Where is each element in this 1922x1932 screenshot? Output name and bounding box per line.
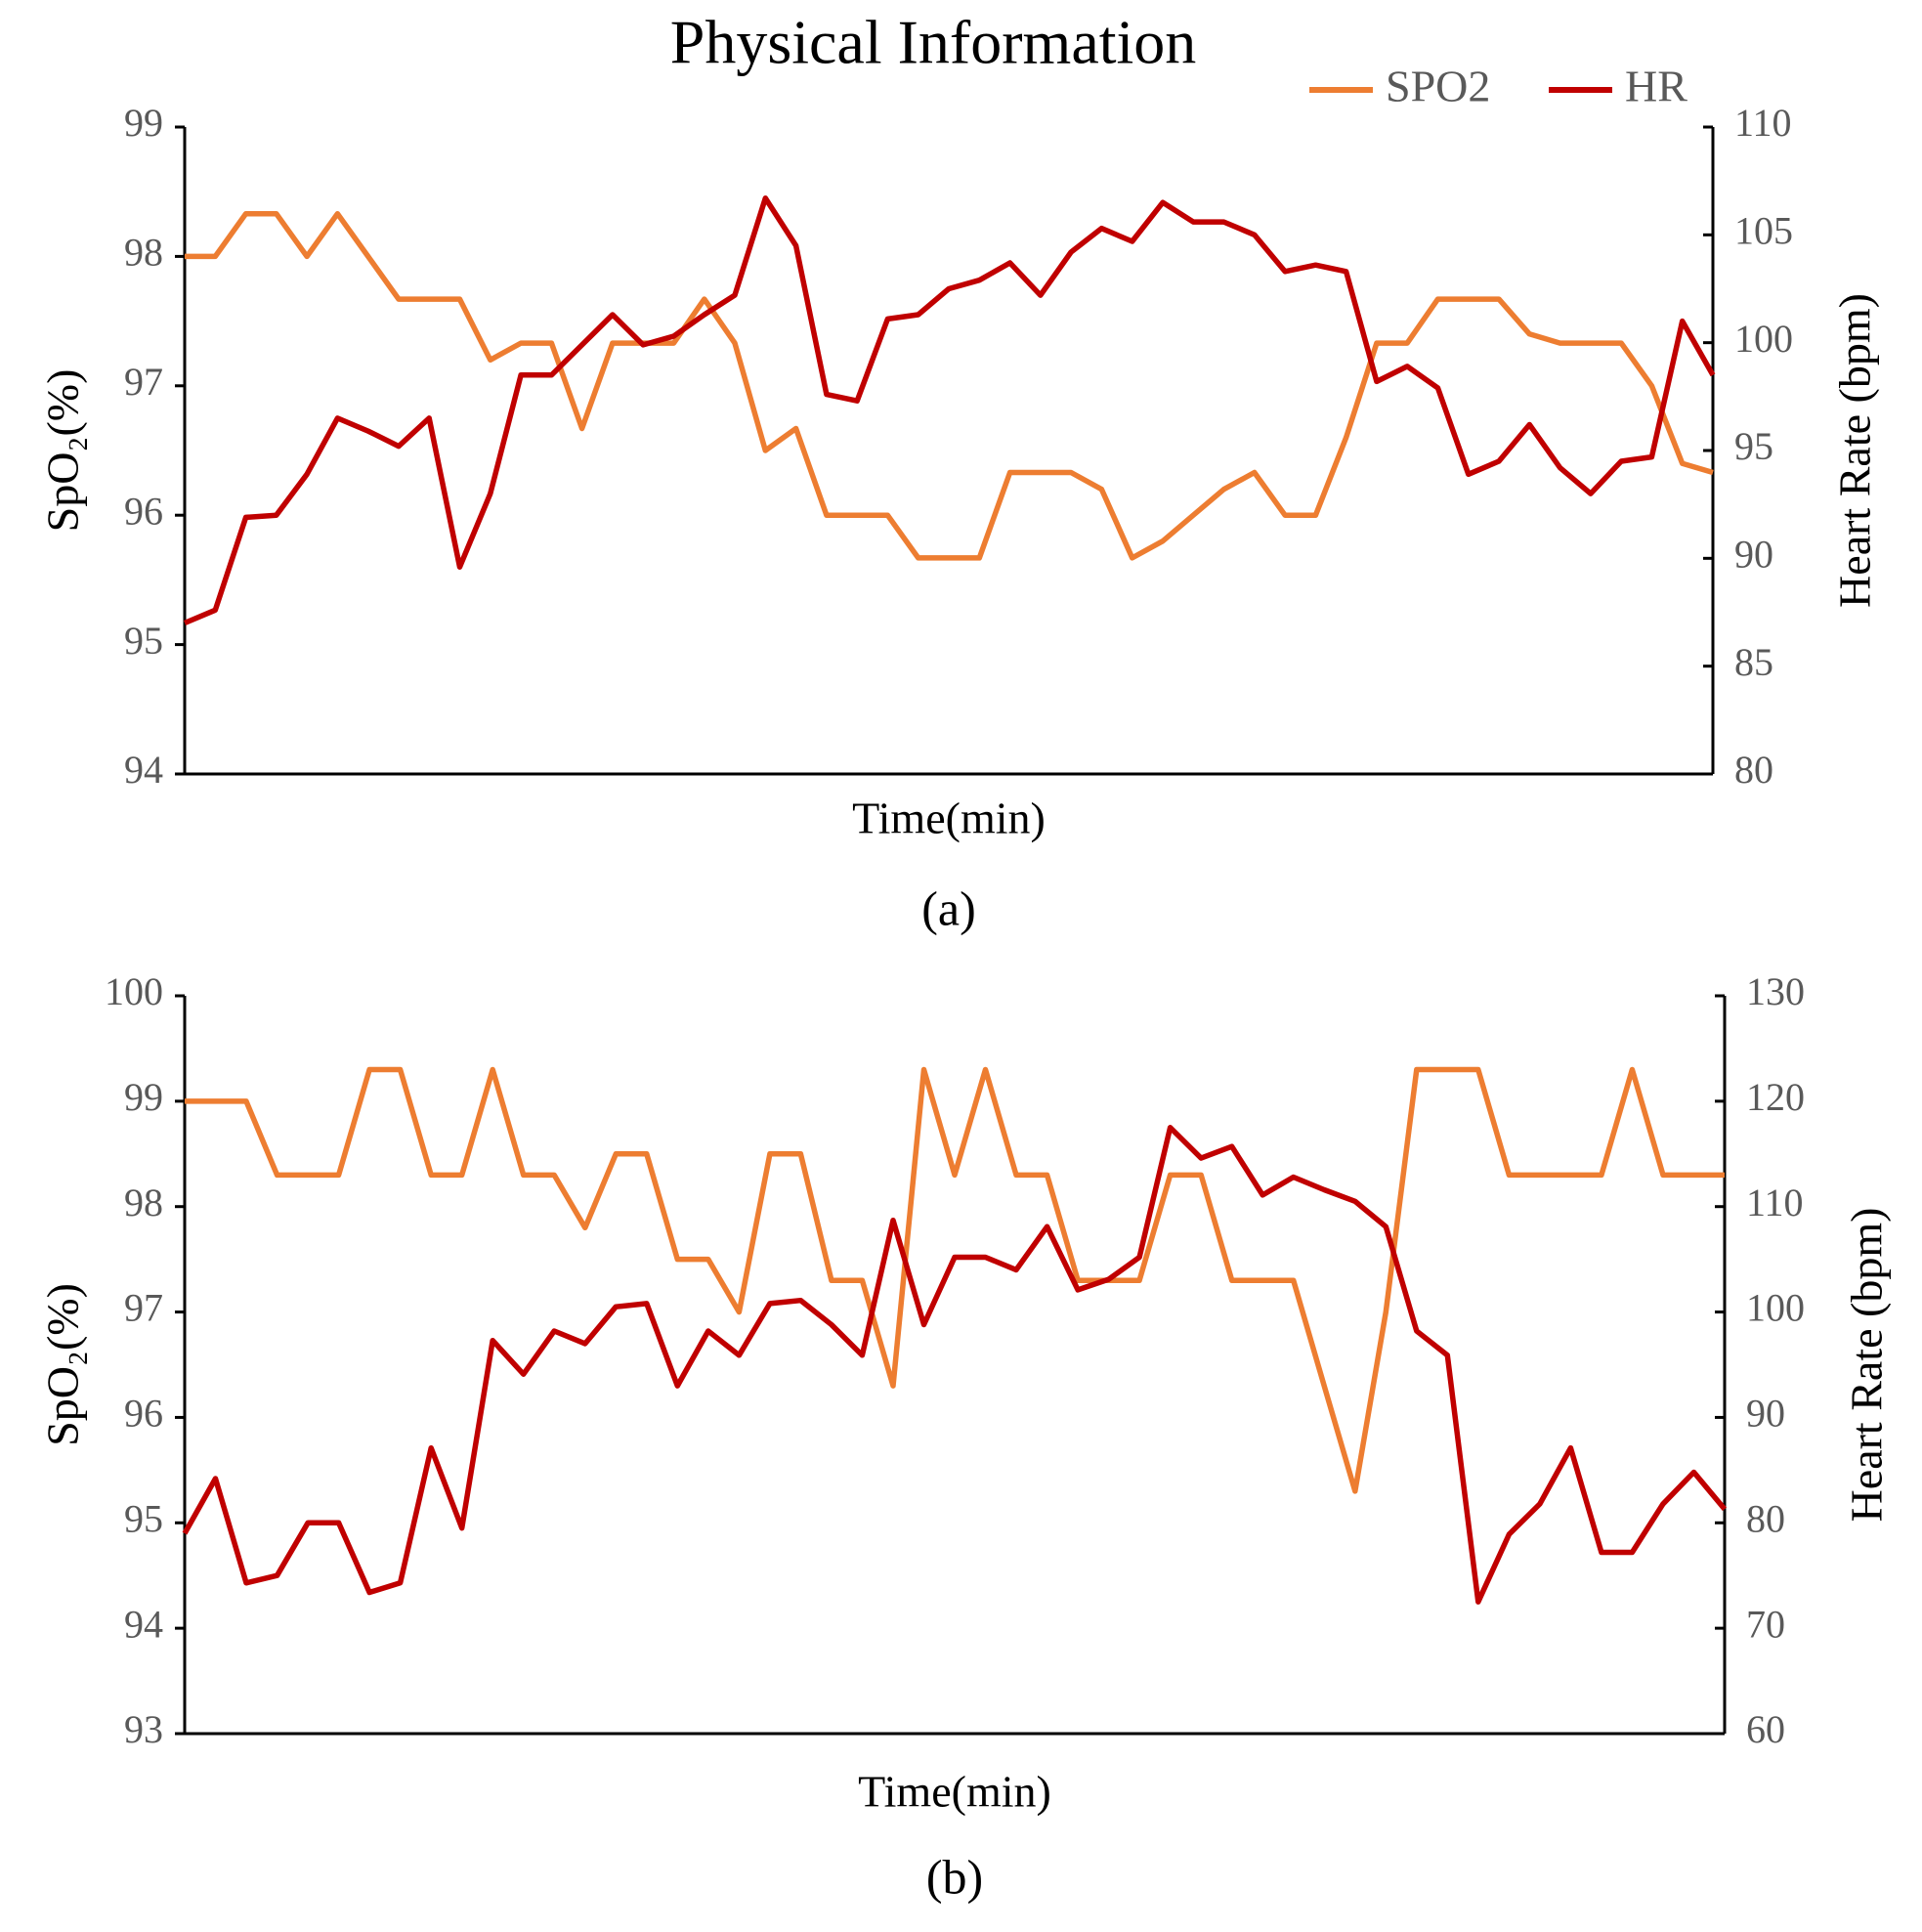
y2-axis-label: Heart Rate (bpm) [1842, 1208, 1892, 1523]
y-tick-label: 93 [124, 1707, 163, 1751]
y-tick-label: 97 [124, 1286, 163, 1330]
line-series [185, 210, 1714, 561]
y-tick-label: 96 [124, 489, 163, 533]
y-tick-label: 95 [124, 619, 163, 663]
y-tick-label: 94 [124, 1602, 163, 1646]
y2-tick-label: 90 [1746, 1392, 1785, 1436]
y2-tick-label: 80 [1746, 1496, 1785, 1540]
x-axis-label: Time(min) [852, 794, 1046, 843]
y-axis-label: SpO₂(%) [38, 1283, 88, 1446]
y-tick-label: 99 [124, 1075, 163, 1119]
y2-tick-label: 110 [1746, 1181, 1804, 1224]
y2-tick-label: 70 [1746, 1602, 1785, 1646]
y2-tick-label: 100 [1746, 1286, 1805, 1330]
y-tick-label: 95 [124, 1496, 163, 1540]
y-tick-label: 97 [124, 360, 163, 404]
y2-tick-label: 100 [1734, 317, 1793, 361]
y2-tick-label: 105 [1734, 209, 1793, 253]
y2-tick-label: 90 [1734, 533, 1773, 577]
y-tick-label: 99 [124, 101, 163, 145]
legend-label: HR [1625, 62, 1687, 111]
legend-label: SPO2 [1386, 62, 1490, 111]
y-tick-label: 100 [105, 969, 163, 1013]
y2-tick-label: 110 [1734, 101, 1792, 145]
y-tick-label: 94 [124, 748, 163, 792]
caption: (a) [921, 880, 976, 935]
y-axis-label: SpO₂(%) [38, 369, 88, 533]
chart-title: Physical Information [670, 8, 1197, 77]
y2-tick-label: 80 [1734, 748, 1773, 792]
line-series [183, 195, 1716, 626]
y-tick-label: 98 [124, 231, 163, 275]
x-axis-label: Time(min) [858, 1767, 1051, 1817]
line-series [185, 1066, 1725, 1494]
y2-tick-label: 120 [1746, 1075, 1805, 1119]
y2-tick-label: 95 [1734, 424, 1773, 468]
y2-tick-label: 130 [1746, 969, 1805, 1013]
line-series [182, 1125, 1728, 1605]
y-tick-label: 96 [124, 1392, 163, 1436]
y-tick-label: 98 [124, 1181, 163, 1224]
caption: (b) [926, 1849, 983, 1904]
y2-tick-label: 85 [1734, 640, 1773, 684]
y2-axis-label: Heart Rate (bpm) [1830, 293, 1880, 608]
y2-tick-label: 60 [1746, 1707, 1785, 1751]
